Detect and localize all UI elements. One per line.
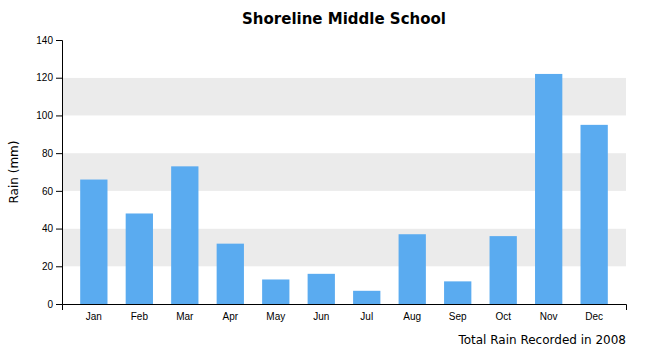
x-tick: Jul [360, 311, 373, 322]
plot-area: Jan Feb Mar Apr May Jun Jul Aug Sep Oct Nov Dec 0 20 4… [36, 35, 626, 322]
y-tick: 80 [42, 148, 62, 159]
bar [308, 274, 335, 304]
tick-mark [56, 266, 62, 267]
tick-mark [56, 153, 62, 154]
x-tick: Sep [449, 311, 467, 322]
bar [399, 234, 426, 304]
grid-band [62, 40, 626, 78]
title: Shoreline Middle School [242, 10, 446, 28]
chart-svg: Jan Feb Mar Apr May Jun Jul Aug Sep Oct Nov Dec 0 20 4… [0, 0, 650, 360]
x-tick: May [266, 311, 285, 322]
axis-line [56, 41, 63, 305]
y-tick: 100 [36, 110, 62, 121]
bar [444, 281, 471, 304]
x-tick: Aug [403, 311, 421, 322]
x-tick-label: Jan [86, 311, 102, 322]
tick-mark [56, 229, 62, 230]
x-tick: Jun [313, 311, 329, 322]
x-tick-label: Jun [313, 311, 329, 322]
x-tick: Apr [223, 311, 239, 322]
x-tick-label: Sep [449, 311, 467, 322]
tick-mark [56, 304, 62, 305]
tick-mark [56, 78, 62, 79]
x-tick: Jan [86, 311, 102, 322]
bar [80, 180, 107, 304]
x-tick-label: Oct [495, 311, 511, 322]
bar [353, 291, 380, 304]
y-tick: 20 [42, 261, 62, 272]
bar [126, 213, 153, 304]
y-tick-label: 80 [42, 148, 54, 159]
tick-mark [56, 115, 62, 116]
axis-line [63, 305, 627, 311]
y-tick-label: 0 [47, 299, 53, 310]
x-axis: Jan Feb Mar Apr May Jun Jul Aug Sep Oct Nov Dec [63, 305, 627, 323]
bar [581, 125, 608, 304]
y-tick-label: 100 [36, 110, 53, 121]
x-tick-label: May [266, 311, 285, 322]
y-axis-title: Rain (mm) [7, 141, 21, 204]
x-tick-label: Mar [176, 311, 194, 322]
x-axis-title: Total Rain Recorded in 2008 [457, 333, 626, 347]
x-tick: Dec [585, 311, 603, 322]
x-tick-label: Apr [223, 311, 239, 322]
tick-mark [56, 191, 62, 192]
tick-mark [56, 40, 62, 41]
y-tick-label: 20 [42, 261, 54, 272]
bar [262, 279, 289, 304]
bars [80, 74, 608, 304]
grid [62, 40, 626, 304]
chart-container: Jan Feb Mar Apr May Jun Jul Aug Sep Oct Nov Dec 0 20 4… [0, 0, 650, 360]
y-tick: 40 [42, 223, 62, 234]
x-tick: Feb [131, 311, 149, 322]
y-tick-label: 120 [36, 72, 53, 83]
y-tick-label: 40 [42, 223, 54, 234]
x-tick: Oct [495, 311, 511, 322]
bar [171, 166, 198, 304]
x-tick-label: Jul [360, 311, 373, 322]
y-tick: 60 [42, 186, 62, 197]
x-tick-label: Nov [540, 311, 558, 322]
x-tick-label: Aug [403, 311, 421, 322]
x-tick: Nov [540, 311, 558, 322]
bar [535, 74, 562, 304]
bar [490, 236, 517, 304]
y-axis: 0 20 40 60 80 100 120 140 [36, 35, 62, 310]
bar [217, 244, 244, 304]
y-tick: 140 [36, 35, 62, 46]
x-tick-label: Feb [131, 311, 149, 322]
x-tick-label: Dec [585, 311, 603, 322]
y-tick-label: 140 [36, 35, 53, 46]
x-tick: Mar [176, 311, 194, 322]
y-tick-label: 60 [42, 186, 54, 197]
y-tick: 0 [47, 299, 62, 310]
y-tick: 120 [36, 72, 62, 83]
